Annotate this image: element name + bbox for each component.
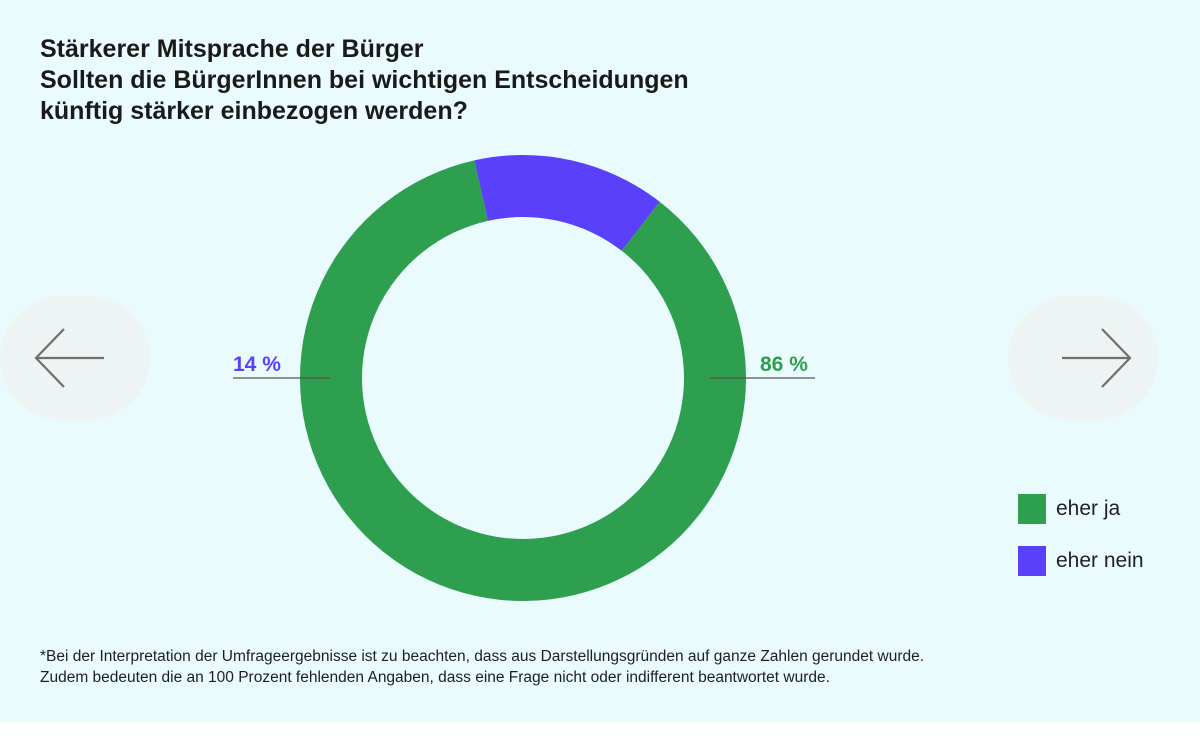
donut-slice-no [474, 154, 660, 251]
legend-label: eher nein [1056, 549, 1144, 572]
donut-chart: 86 % 14 % [233, 154, 815, 601]
next-button[interactable] [1008, 296, 1158, 420]
footnote-line: *Bei der Interpretation der Umfrageergeb… [40, 648, 925, 665]
legend-swatch [1018, 494, 1046, 524]
arrow-right-icon [1062, 328, 1132, 388]
legend-label: eher ja [1056, 497, 1121, 520]
chart-title: Stärkerer Mitsprache der Bürger Sollten … [40, 34, 840, 127]
data-label-yes: 86 % [760, 353, 808, 376]
legend-swatch [1018, 546, 1046, 576]
footnote: *Bei der Interpretation der Umfrageergeb… [40, 646, 1160, 688]
title-line: Sollten die BürgerInnen bei wichtigen En… [40, 66, 689, 94]
title-line: künftig stärker einbezogen werden? [40, 97, 468, 125]
chart-card: Stärkerer Mitsprache der Bürger Sollten … [0, 0, 1200, 722]
data-label-no: 14 % [233, 353, 281, 376]
donut-slice-yes [300, 160, 746, 601]
previous-button[interactable] [0, 296, 150, 420]
footnote-line: Zudem bedeuten die an 100 Prozent fehlen… [40, 669, 830, 686]
title-line: Stärkerer Mitsprache der Bürger [40, 35, 424, 63]
arrow-left-icon [34, 328, 104, 388]
